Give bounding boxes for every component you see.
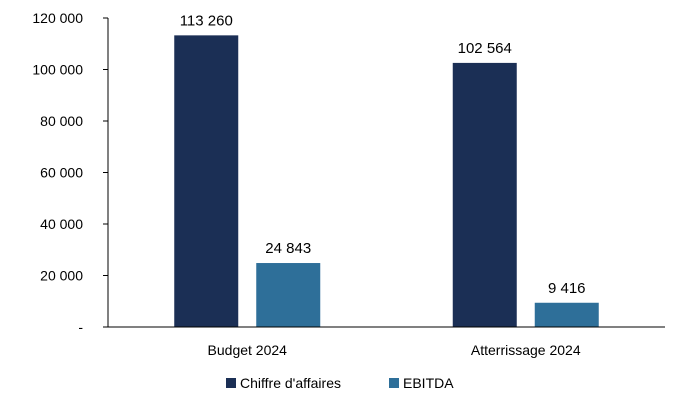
x-category-label: Budget 2024 <box>208 342 288 358</box>
legend: Chiffre d'affaires EBITDA <box>226 375 454 391</box>
data-label: 24 843 <box>265 240 311 257</box>
x-axis: Budget 2024 Atterrissage 2024 <box>108 326 665 358</box>
data-label: 113 260 <box>180 12 233 29</box>
data-label: 9 416 <box>548 280 586 297</box>
y-tick-label: 60 000 <box>40 165 83 181</box>
y-tick-label: 80 000 <box>40 113 83 129</box>
bar-ebitda <box>534 302 599 327</box>
bars: 113 260 24 843 102 564 9 416 <box>174 12 599 327</box>
y-tick-label: 20 000 <box>40 268 83 284</box>
legend-label: EBITDA <box>403 375 454 391</box>
bar-ebitda <box>256 263 321 327</box>
y-axis: - 20 000 40 000 60 000 80 000 100 000 120 000 <box>32 10 109 335</box>
x-category-label: Atterrissage 2024 <box>471 342 581 358</box>
y-tick-label: 100 000 <box>32 62 83 78</box>
bar-chiffre-affaires <box>452 62 517 327</box>
data-label: 102 564 <box>458 40 512 57</box>
bar-chiffre-affaires <box>174 35 239 327</box>
y-tick-label: 40 000 <box>40 216 83 232</box>
legend-swatch <box>226 378 236 388</box>
y-tick-label: - <box>78 319 83 335</box>
legend-label: Chiffre d'affaires <box>240 375 341 391</box>
y-tick-label: 120 000 <box>32 10 83 26</box>
legend-swatch <box>389 378 399 388</box>
